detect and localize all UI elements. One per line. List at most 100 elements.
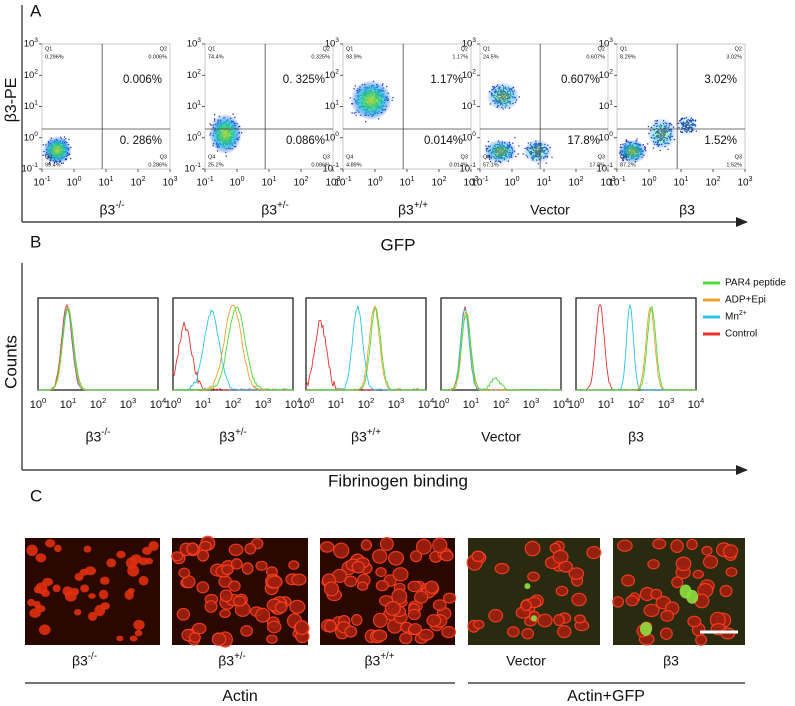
quadrant-name: Q4: [208, 154, 215, 160]
histogram: 100 101 102 103 104 β3: [568, 297, 705, 445]
cell: [719, 584, 733, 598]
cell: [116, 550, 126, 559]
cell: [555, 585, 569, 597]
quadrant-value: 74.4%: [208, 54, 224, 60]
panel-label: B: [30, 232, 41, 251]
genotype-label: β3+/+: [398, 200, 428, 218]
event-dot: [647, 125, 650, 128]
genotype-label: β3+/+: [364, 651, 394, 669]
event-dot: [355, 114, 357, 116]
x-tick-label: 100: [568, 396, 585, 411]
cell: [106, 558, 117, 568]
x-tick-label: 103: [162, 176, 177, 188]
x-tick-label: 102: [628, 396, 645, 411]
cell: [274, 601, 288, 614]
y-tick-label: 100: [187, 131, 202, 143]
histogram-frame: [440, 297, 562, 391]
gfp-cell: [524, 583, 531, 590]
event-dot: [213, 114, 216, 116]
cell: [360, 539, 372, 551]
x-tick-label: 103: [523, 396, 540, 411]
cell: [324, 619, 337, 633]
y-tick-label: 101: [599, 100, 614, 112]
histogram-curve: [305, 307, 426, 391]
flow-plot: Q1 74.4% Q2 0.325% Q4 25.2% Q3 0.086% 0. 325% 0.0…: [185, 37, 341, 217]
density-core: [618, 139, 647, 164]
cell: [197, 549, 210, 562]
cell: [671, 576, 684, 589]
cell: [255, 560, 268, 571]
cell: [100, 576, 110, 585]
quadrant-name: Q3: [323, 154, 330, 160]
quadrant-value: 17.8%: [589, 162, 605, 168]
flow-plot: Q1 0.296% Q2 0.006% Q4 99.4% Q3 0.286% 0.006% 0. …: [22, 37, 178, 217]
density-core: [523, 139, 552, 164]
genotype-label: β3+/-: [219, 427, 247, 445]
cell: [221, 564, 234, 575]
cell: [319, 541, 335, 553]
panel-a-frame: [21, 5, 738, 223]
y-axis-label: Counts: [1, 335, 20, 389]
cell: [219, 608, 231, 618]
event-dot: [42, 144, 44, 146]
x-tick-label: 102: [705, 176, 720, 188]
event-dot: [652, 147, 655, 149]
quadrant-value: 0.006%: [148, 54, 167, 60]
density-core: [209, 114, 242, 154]
event-dot: [487, 140, 490, 143]
y-tick-label: 102: [24, 69, 39, 81]
genotype-label: β3+/-: [218, 651, 246, 669]
y-axis-label: β3-PE: [3, 78, 20, 123]
cell: [702, 555, 719, 569]
x-tick-label: 100: [30, 396, 47, 411]
cell: [241, 562, 254, 575]
cell: [333, 542, 350, 559]
event-dot: [551, 156, 553, 158]
histogram-curve: [38, 307, 158, 391]
cell: [54, 544, 62, 553]
cell: [617, 539, 633, 552]
cell: [62, 586, 73, 597]
cell: [372, 549, 388, 564]
event-dot: [42, 154, 44, 156]
micrograph: β3+/+: [319, 536, 457, 669]
flow-plot: Q1 93.9% Q2 1.17% Q4 4.89% Q3 0.014% 1.17% 0.014%…: [323, 37, 479, 217]
cell: [686, 538, 698, 551]
quadrant-name: Q2: [735, 46, 742, 52]
cell: [35, 553, 47, 563]
cell: [660, 627, 673, 640]
micrograph: β3-/-: [25, 538, 160, 669]
cell: [407, 580, 422, 593]
cell: [506, 626, 520, 638]
cell: [228, 580, 241, 592]
cell: [148, 541, 159, 551]
cell: [230, 558, 243, 570]
cell: [116, 635, 124, 642]
cell: [39, 624, 51, 635]
genotype-label: β3+/-: [261, 200, 289, 218]
y-tick-label: 103: [187, 37, 202, 49]
event-dot: [647, 143, 649, 145]
y-tick-label: 10-1: [323, 162, 340, 174]
genotype-label: β3-/-: [99, 200, 124, 218]
cell: [266, 620, 282, 634]
x-tick-label: 102: [431, 176, 446, 188]
cell: [424, 580, 439, 594]
cell: [351, 560, 365, 574]
cell: [33, 585, 41, 594]
cell: [432, 599, 447, 611]
cell: [344, 625, 358, 638]
cell: [410, 550, 423, 563]
quadrant-name: Q4: [483, 154, 490, 160]
event-dot: [351, 112, 353, 114]
cell: [145, 557, 154, 565]
genotype-label: Vector: [530, 202, 570, 218]
cell: [701, 545, 713, 556]
cell: [392, 567, 409, 582]
event-dot: [518, 145, 520, 147]
event-dot: [354, 85, 356, 87]
cell: [83, 545, 92, 553]
cell: [692, 569, 705, 579]
cell: [178, 567, 191, 579]
